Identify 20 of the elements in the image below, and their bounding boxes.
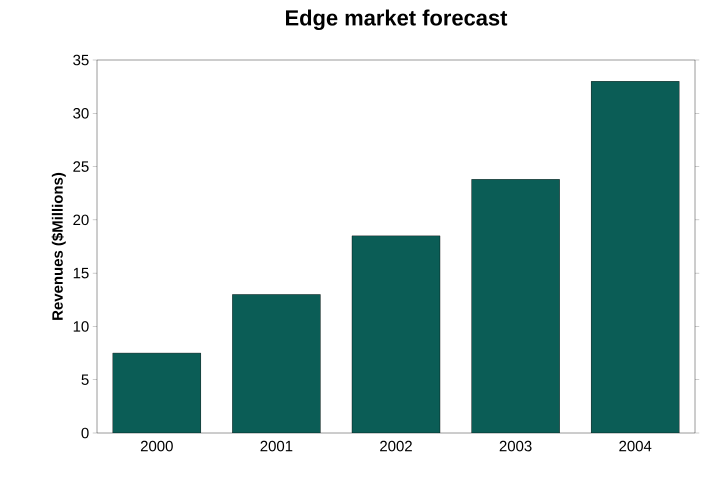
x-tick-label: 2000: [140, 440, 173, 452]
y-tick-label: 0: [81, 428, 89, 438]
x-tick-label: 2003: [500, 440, 532, 452]
y-tick-label: 5: [82, 374, 89, 385]
x-tick-label: 2004: [619, 440, 652, 452]
y-tick-label: 30: [73, 108, 89, 119]
y-tick-label: 15: [74, 268, 89, 278]
bar: [352, 236, 440, 433]
x-tick-label: 2002: [380, 440, 412, 452]
chart-title: Edge market forecast: [286, 10, 508, 30]
bar: [591, 81, 680, 433]
bar: [232, 294, 320, 433]
y-tick-label: 35: [73, 54, 89, 66]
y-tick-label: 25: [73, 161, 89, 172]
y-axis-title: Revenues ($Millions): [52, 172, 66, 320]
x-tick-label: 2001: [260, 440, 292, 452]
bar: [472, 179, 560, 433]
y-tick-label: 10: [74, 321, 89, 332]
y-tick-label: 20: [73, 214, 89, 226]
bar: [112, 353, 201, 433]
